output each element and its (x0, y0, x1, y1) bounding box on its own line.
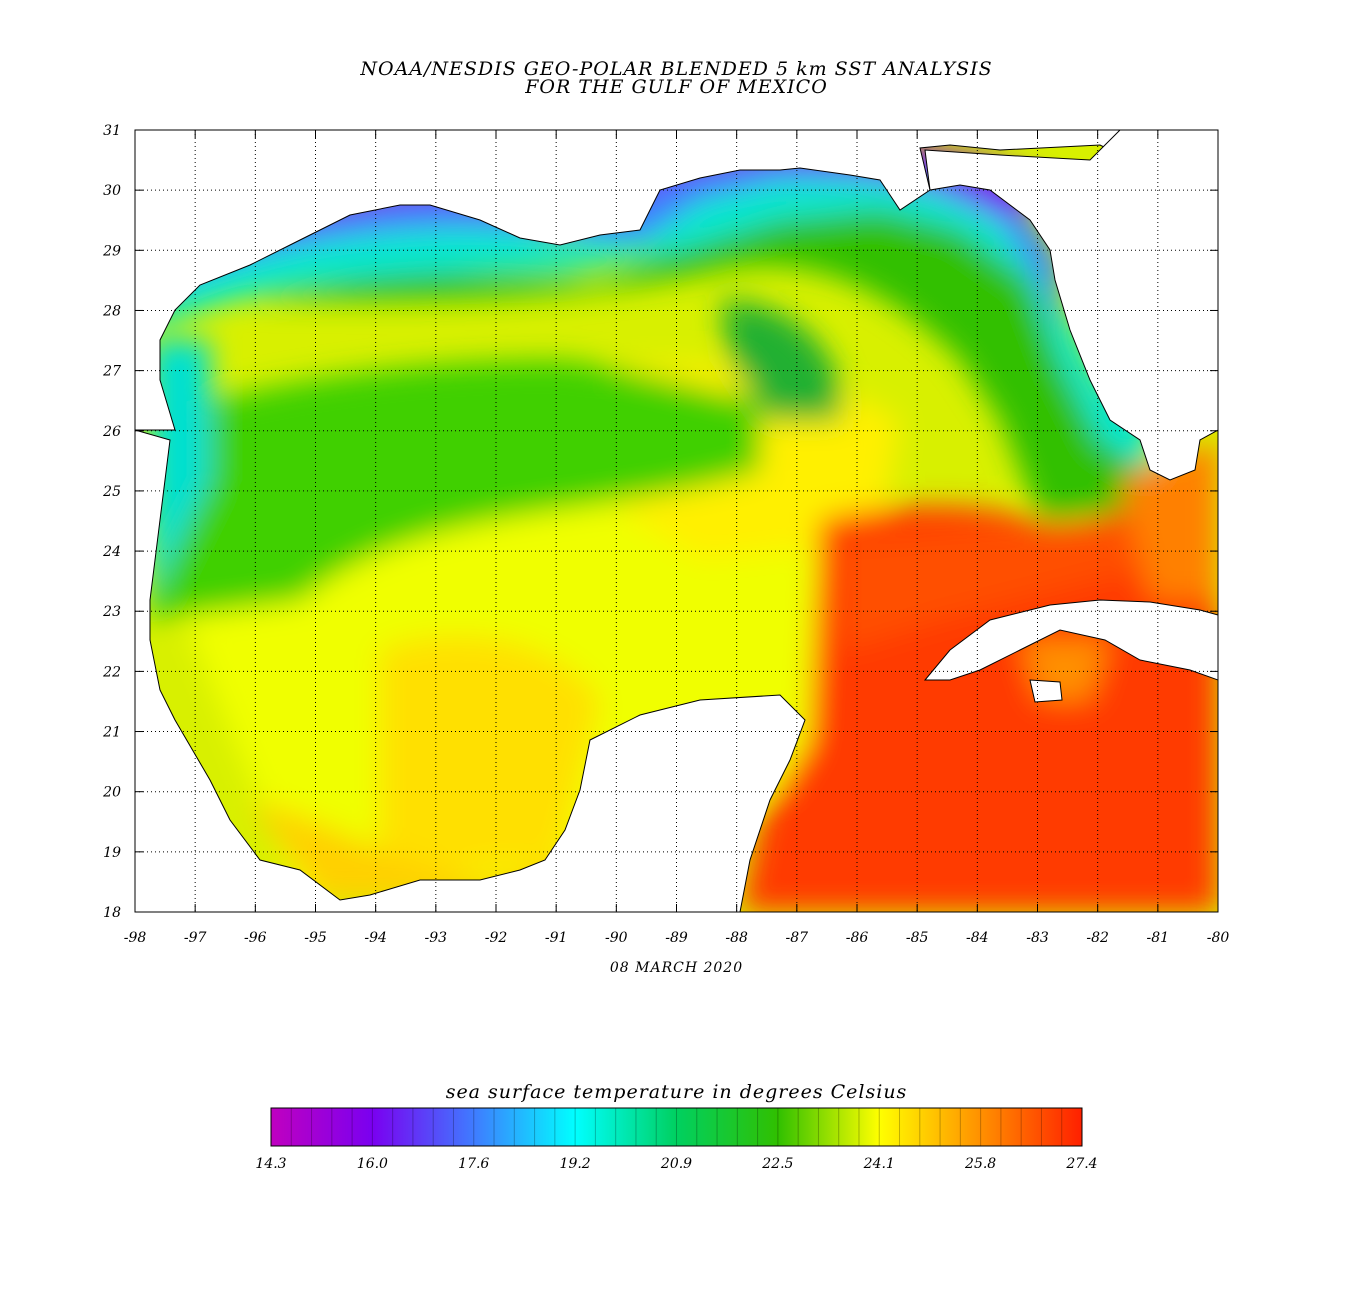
axis-ticks (134, 129, 1219, 913)
colorbar-label: 24.1 (863, 1156, 895, 1172)
lat-tick-label: 28 (102, 303, 121, 319)
lon-tick-label: -88 (725, 930, 748, 946)
colorbar-label: 19.2 (560, 1156, 591, 1172)
lon-tick-label: -86 (846, 930, 869, 946)
lon-tick-label: -84 (966, 930, 989, 946)
lat-tick-label: 20 (102, 785, 121, 801)
longitude-labels: -98 -97 -96 -95 -94 -93 -92 -91 -90 -89 -88 -87 -86 -… (124, 930, 1230, 946)
lat-tick-label: 30 (103, 183, 121, 199)
colorbar-label: 22.5 (761, 1156, 793, 1172)
lat-tick-label: 31 (103, 123, 121, 139)
lon-tick-label: -82 (1086, 930, 1109, 946)
lon-tick-label: -96 (244, 930, 267, 946)
lon-tick-label: -89 (665, 930, 688, 946)
lon-tick-label: -81 (1147, 930, 1170, 946)
lon-tick-label: -87 (786, 930, 809, 946)
lon-tick-label: -80 (1207, 930, 1230, 946)
map-title-line2: FOR THE GULF OF MEXICO (525, 76, 828, 98)
lon-tick-label: -97 (184, 930, 207, 946)
lat-tick-label: 22 (102, 664, 121, 680)
lon-tick-label: -98 (124, 930, 147, 946)
colorbar-label: 16.0 (357, 1156, 388, 1172)
lon-tick-label: -91 (545, 930, 568, 946)
colorbar-label: 27.4 (1065, 1156, 1097, 1172)
lat-tick-label: 19 (103, 845, 121, 861)
colorbar-label: 17.6 (458, 1156, 489, 1172)
lon-tick-label: -83 (1026, 930, 1049, 946)
lat-tick-label: 25 (102, 484, 121, 500)
map-title-line1: NOAA/NESDIS GEO-POLAR BLENDED 5 km SST A… (360, 58, 993, 80)
colorbar-label: 14.3 (255, 1156, 286, 1172)
colorbar-ticks (270, 1108, 1083, 1146)
colorbar-label: 20.9 (660, 1156, 692, 1172)
lat-tick-label: 26 (102, 424, 121, 440)
land (135, 130, 1218, 912)
colorbar-labels: 14.3 16.0 17.6 19.2 20.9 22.5 24.1 25.8 27.4 (255, 1156, 1097, 1172)
lon-tick-label: -92 (485, 930, 508, 946)
analysis-date: 08 MARCH 2020 (609, 960, 744, 976)
lat-tick-label: 29 (102, 243, 121, 259)
lat-lon-grid (135, 130, 1218, 912)
colorbar (270, 1107, 1083, 1147)
lon-tick-label: -95 (304, 930, 327, 946)
lon-tick-label: -94 (364, 930, 387, 946)
lat-tick-label: 21 (102, 725, 121, 741)
colorbar-label: 25.8 (964, 1156, 996, 1172)
colorbar-title: sea surface temperature in degrees Celsi… (445, 1081, 908, 1103)
latitude-labels: 18 19 20 21 22 23 24 25 26 27 28 29 30 31 (102, 123, 121, 921)
lon-tick-label: -85 (906, 930, 929, 946)
lat-tick-label: 18 (103, 905, 121, 921)
lat-tick-label: 23 (102, 604, 121, 620)
lon-tick-label: -90 (605, 930, 628, 946)
lat-tick-label: 27 (102, 364, 121, 380)
lon-tick-label: -93 (425, 930, 448, 946)
lat-tick-label: 24 (102, 544, 121, 560)
